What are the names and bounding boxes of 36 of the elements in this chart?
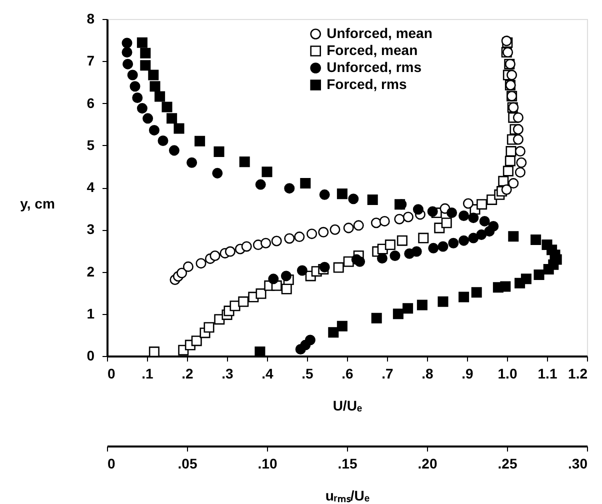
x-tick-label: .5 <box>302 366 314 382</box>
legend-label: Forced, rms <box>326 76 407 92</box>
y-tick-label: 2 <box>86 263 95 280</box>
x-tick-label: 1.2 <box>568 366 588 382</box>
x2-tick-label: .25 <box>498 456 518 472</box>
x-tick-label: 1.0 <box>498 366 518 382</box>
y-tick-label: 5 <box>86 136 95 153</box>
y-tick-label: 6 <box>86 94 95 111</box>
y-tick-label: 4 <box>86 179 95 195</box>
x-axis-title: U/Uₑ <box>332 398 362 414</box>
x2-axis-title: uᵣₘₛ/Uₑ <box>325 488 370 504</box>
x2-tick-label: 0 <box>108 456 116 472</box>
x-tick-label: 1.1 <box>538 366 558 382</box>
x-tick-label: .7 <box>382 366 394 382</box>
x-tick-label: .6 <box>342 366 354 382</box>
y-tick-label: 7 <box>86 52 95 69</box>
x-tick-label: .9 <box>462 366 474 382</box>
x2-tick-label: .15 <box>338 456 358 472</box>
x2-tick-label: .05 <box>178 456 198 472</box>
x-tick-label: .1 <box>142 366 154 382</box>
x-tick-label: 0 <box>108 366 116 382</box>
legend-label: Unforced, mean <box>326 25 432 41</box>
y-axis-title: y, cm <box>20 196 55 212</box>
legend-label: Forced, mean <box>326 42 418 58</box>
y-tick-label: 8 <box>86 10 95 26</box>
legend-label: Unforced, rms <box>326 59 422 75</box>
x-tick-label: .3 <box>222 366 234 382</box>
x-tick-label: .2 <box>182 366 194 382</box>
x-tick-label: .8 <box>422 366 434 382</box>
x-tick-label: .4 <box>262 366 274 382</box>
y-tick-label: 3 <box>86 221 95 238</box>
x2-tick-label: .10 <box>258 456 278 472</box>
y-tick-label: 1 <box>86 305 95 322</box>
x2-tick-label: .20 <box>418 456 438 472</box>
y-tick-label: 0 <box>86 348 95 364</box>
x2-tick-label: .30 <box>568 456 588 472</box>
